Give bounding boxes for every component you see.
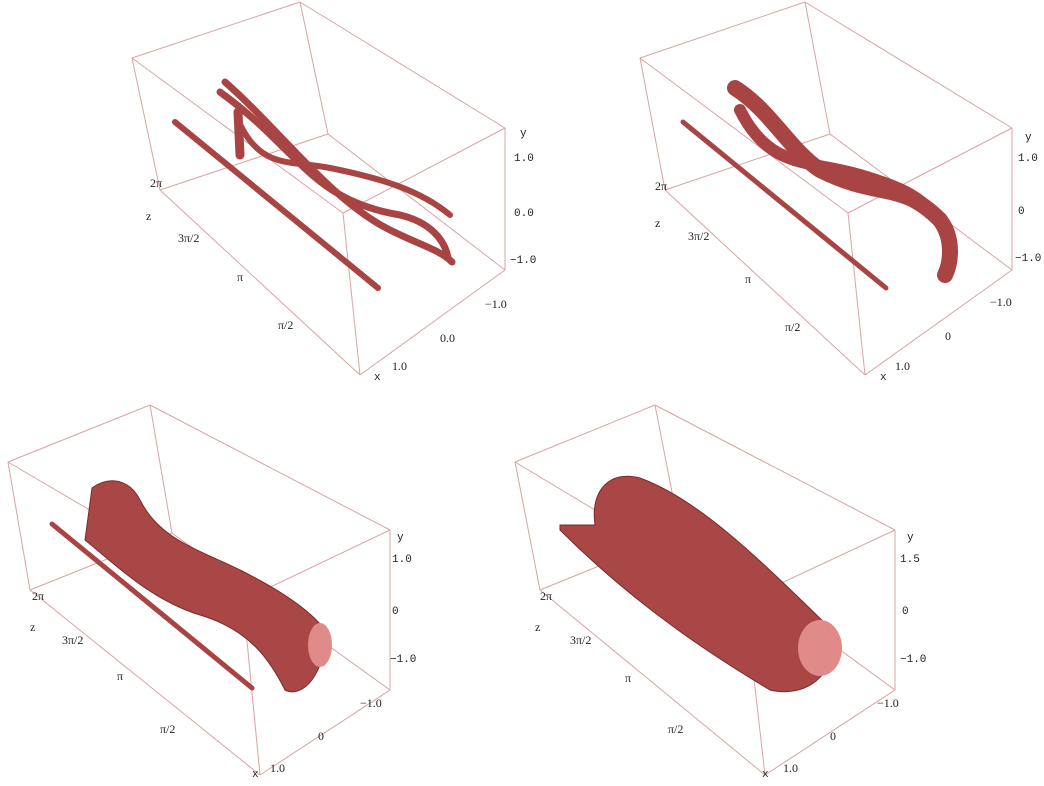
tick-label: −1.0 [510, 255, 536, 267]
tick-label: 1.0 [1018, 153, 1038, 165]
tick-label: 1.0 [895, 359, 910, 373]
tick-label: −1.0 [485, 297, 507, 311]
tick-label: 0 [902, 606, 909, 618]
axis-label: x [374, 372, 381, 384]
box-edge [805, 2, 1012, 128]
tick-label: −1.0 [360, 696, 382, 710]
tick-label: −1.0 [390, 654, 416, 666]
axis-label: y [397, 532, 404, 544]
tick-label: 0 [1018, 206, 1025, 218]
box-edge [8, 462, 30, 590]
box-edge [343, 213, 360, 375]
tick-label: 3π/2 [570, 633, 591, 647]
surface [560, 476, 842, 691]
tick-label: 3π/2 [178, 231, 199, 245]
tick-label: 3π/2 [688, 229, 709, 243]
axis-label: z [535, 620, 540, 634]
figure: y 1.0 0.0 −1.0 2π z 3π/2 π π/2 −1.0 0.0 1.0 x y 1.0 0 −1… [0, 0, 1044, 786]
tick-label: π [625, 671, 631, 685]
box-edge [665, 190, 865, 375]
tick-label: π/2 [160, 722, 175, 736]
box-edge [132, 58, 160, 190]
tick-label: π [237, 270, 243, 284]
tick-label: 0 [392, 606, 399, 618]
tick-label: 0 [830, 729, 836, 743]
tick-label: 2π [150, 176, 162, 190]
box-edge [300, 2, 328, 134]
box-edge [805, 2, 830, 134]
labels: y 1.0 0.0 −1.0 2π z 3π/2 π π/2 −1.0 0.0 1.0 x y 1.0 0 −1… [30, 128, 1041, 781]
tick-label: 1.0 [783, 761, 798, 775]
tick-label: 2π [540, 589, 552, 603]
tick-label: −1.0 [1015, 253, 1041, 265]
box-edge [848, 128, 1012, 213]
tick-label: 0.0 [440, 331, 455, 345]
box-edge [360, 270, 505, 375]
axis-label: y [1025, 132, 1032, 144]
surface [52, 481, 332, 692]
surface [683, 88, 950, 288]
box-edge [640, 58, 848, 213]
surface [175, 82, 452, 288]
box-edge [160, 190, 360, 375]
tick-label: 2π [32, 589, 44, 603]
box-edge [150, 405, 172, 533]
box-edge [300, 2, 505, 128]
box-edge [848, 213, 865, 375]
tick-label: 0.0 [514, 208, 534, 220]
box-edge [132, 2, 300, 58]
box-edge [640, 58, 665, 190]
tick-label: 1.5 [900, 554, 920, 566]
tick-label: 1.0 [392, 359, 407, 373]
box-edge [150, 405, 390, 530]
tick-label: −1.0 [900, 654, 926, 666]
tick-label: 1.0 [270, 761, 285, 775]
box-edge [515, 405, 655, 462]
axis-label: x [252, 769, 259, 781]
box-edge [8, 405, 150, 462]
axis-label: z [655, 216, 660, 230]
axis-label: z [30, 620, 35, 634]
axis-label: x [762, 769, 769, 781]
tick-label: 1.0 [392, 554, 412, 566]
tick-label: π [117, 669, 123, 683]
tick-label: π/2 [785, 320, 800, 334]
axis-label: x [880, 372, 887, 384]
tick-label: π/2 [278, 318, 293, 332]
tick-label: 0 [318, 729, 324, 743]
tick-label: 0 [945, 329, 951, 343]
box-edge [515, 462, 540, 590]
tick-label: 1.0 [514, 153, 534, 165]
tick-label: −1.0 [990, 295, 1012, 309]
axis-label: y [907, 532, 914, 544]
box-edge [640, 2, 805, 58]
axis-label: z [146, 209, 151, 223]
tick-label: π [745, 272, 751, 286]
boxes [8, 2, 1012, 775]
axis-label: y [520, 128, 527, 140]
tick-label: π/2 [668, 722, 683, 736]
tick-label: 2π [655, 179, 667, 193]
tick-label: −1.0 [877, 696, 899, 710]
tick-label: 3π/2 [62, 633, 83, 647]
